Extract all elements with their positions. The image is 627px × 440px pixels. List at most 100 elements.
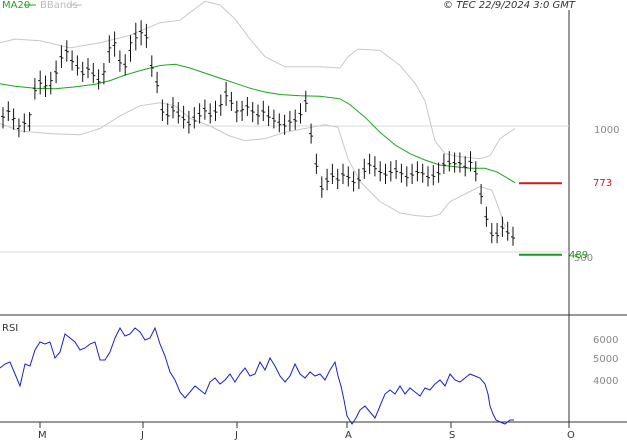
ohlc-bar — [27, 112, 32, 131]
ohlc-bar — [229, 92, 234, 111]
rsi-tick-2: 5000 — [593, 354, 618, 365]
ohlc-bar — [282, 114, 287, 135]
ohlc-bar — [351, 171, 356, 192]
ohlc-bar — [213, 100, 218, 121]
ohlc-bar — [505, 221, 510, 241]
month-label-1: M — [38, 430, 47, 440]
rsi-series — [0, 326, 514, 425]
ohlc-bar — [356, 168, 361, 189]
ohlc-bar — [123, 54, 128, 76]
ohlc-bar — [452, 152, 457, 173]
ohlc-bar — [224, 81, 229, 106]
ohlc-bar — [399, 163, 404, 183]
ohlc-bar — [287, 110, 292, 131]
ohlc-bar — [319, 176, 324, 198]
ohlc-bar — [484, 206, 489, 227]
ohlc-bar — [383, 163, 388, 184]
ma20-path — [0, 63, 516, 184]
ohlc-bar — [394, 160, 399, 179]
ohlc-bar — [64, 40, 69, 62]
ohlc-bar — [441, 153, 446, 174]
ohlc-bar — [468, 151, 473, 172]
ohlc-bar — [378, 161, 383, 182]
month-label-6: O — [567, 430, 575, 440]
ohlc-bar — [181, 105, 186, 129]
ohlc-bar — [431, 165, 436, 186]
rsi-line — [0, 326, 514, 425]
ohlc-bar — [495, 223, 500, 244]
ohlc-bar — [362, 158, 367, 179]
ohlc-bar — [330, 163, 335, 184]
ohlc-bar — [202, 99, 207, 120]
ohlc-bar — [298, 103, 303, 124]
ohlc-bar — [186, 110, 191, 134]
rsi-label: RSI — [2, 323, 18, 334]
ohlc-bar — [489, 223, 494, 244]
ohlc-bar — [218, 94, 223, 116]
ohlc-bar — [261, 100, 266, 121]
ohlc-bar — [48, 71, 53, 95]
rsi-tick-3: 4000 — [593, 376, 618, 387]
ohlc-bars — [1, 20, 515, 246]
ohlc-bar — [155, 71, 160, 94]
ohlc-bar — [404, 166, 409, 187]
ohlc-bar — [96, 69, 101, 90]
level-label-489: 489 — [569, 250, 588, 261]
month-label-4: A — [345, 430, 352, 440]
ohlc-bar — [16, 118, 21, 138]
ohlc-bar — [346, 166, 351, 187]
ohlc-bar — [101, 63, 106, 85]
ohlc-bar — [54, 60, 59, 84]
copyright-notice: © TEC 22/9/2024 3:0 GMT — [443, 0, 576, 11]
legend-ma20: MA20 — [2, 0, 30, 11]
ohlc-bar — [208, 103, 213, 124]
axis-ticks — [39, 422, 570, 428]
ohlc-bar — [500, 216, 505, 237]
ohlc-bar — [1, 107, 5, 129]
ohlc-bar — [86, 58, 90, 79]
ohlc-bar — [133, 22, 138, 51]
ohlc-bar — [11, 108, 16, 130]
ohlc-bar — [314, 153, 319, 174]
bband-lower-line — [0, 102, 506, 227]
ohlc-bar — [38, 70, 43, 95]
ohlc-bar — [91, 63, 96, 84]
ohlc-bar — [426, 166, 430, 187]
level-label-773: 773 — [593, 178, 612, 189]
ohlc-bar — [70, 50, 75, 71]
ohlc-bar — [80, 61, 85, 82]
ohlc-bar — [256, 104, 260, 125]
ohlc-bar — [160, 99, 165, 121]
price-levels — [519, 182, 562, 256]
ohlc-bar — [473, 161, 478, 182]
ohlc-bar — [128, 35, 133, 62]
ohlc-bar — [245, 97, 250, 116]
y-tick-1000: 1000 — [594, 125, 619, 136]
ohlc-bar — [149, 55, 154, 77]
ohlc-bar — [117, 50, 122, 72]
month-label-2: J — [140, 430, 144, 440]
ohlc-bar — [367, 153, 372, 174]
ohlc-bar — [309, 123, 314, 144]
ohlc-bar — [277, 113, 282, 133]
ohlc-bar — [293, 109, 298, 130]
ohlc-bar — [415, 161, 420, 182]
ohlc-bar — [112, 31, 117, 57]
ohlc-bar — [479, 184, 484, 205]
ohlc-bar — [75, 55, 80, 76]
ohlc-bar — [447, 151, 452, 172]
ohlc-bar — [303, 90, 308, 113]
ohlc-bar — [197, 103, 202, 124]
ma20-line — [0, 63, 516, 184]
ohlc-bar — [388, 161, 393, 182]
y-tick-500: 500 — [574, 253, 593, 264]
ohlc-bar — [144, 23, 149, 48]
ohlc-bar — [463, 156, 468, 177]
ohlc-bar — [59, 45, 64, 68]
month-label-3: J — [234, 430, 238, 440]
ohlc-bar — [410, 163, 415, 184]
ohlc-bar — [341, 163, 345, 184]
ohlc-bar — [420, 163, 425, 183]
